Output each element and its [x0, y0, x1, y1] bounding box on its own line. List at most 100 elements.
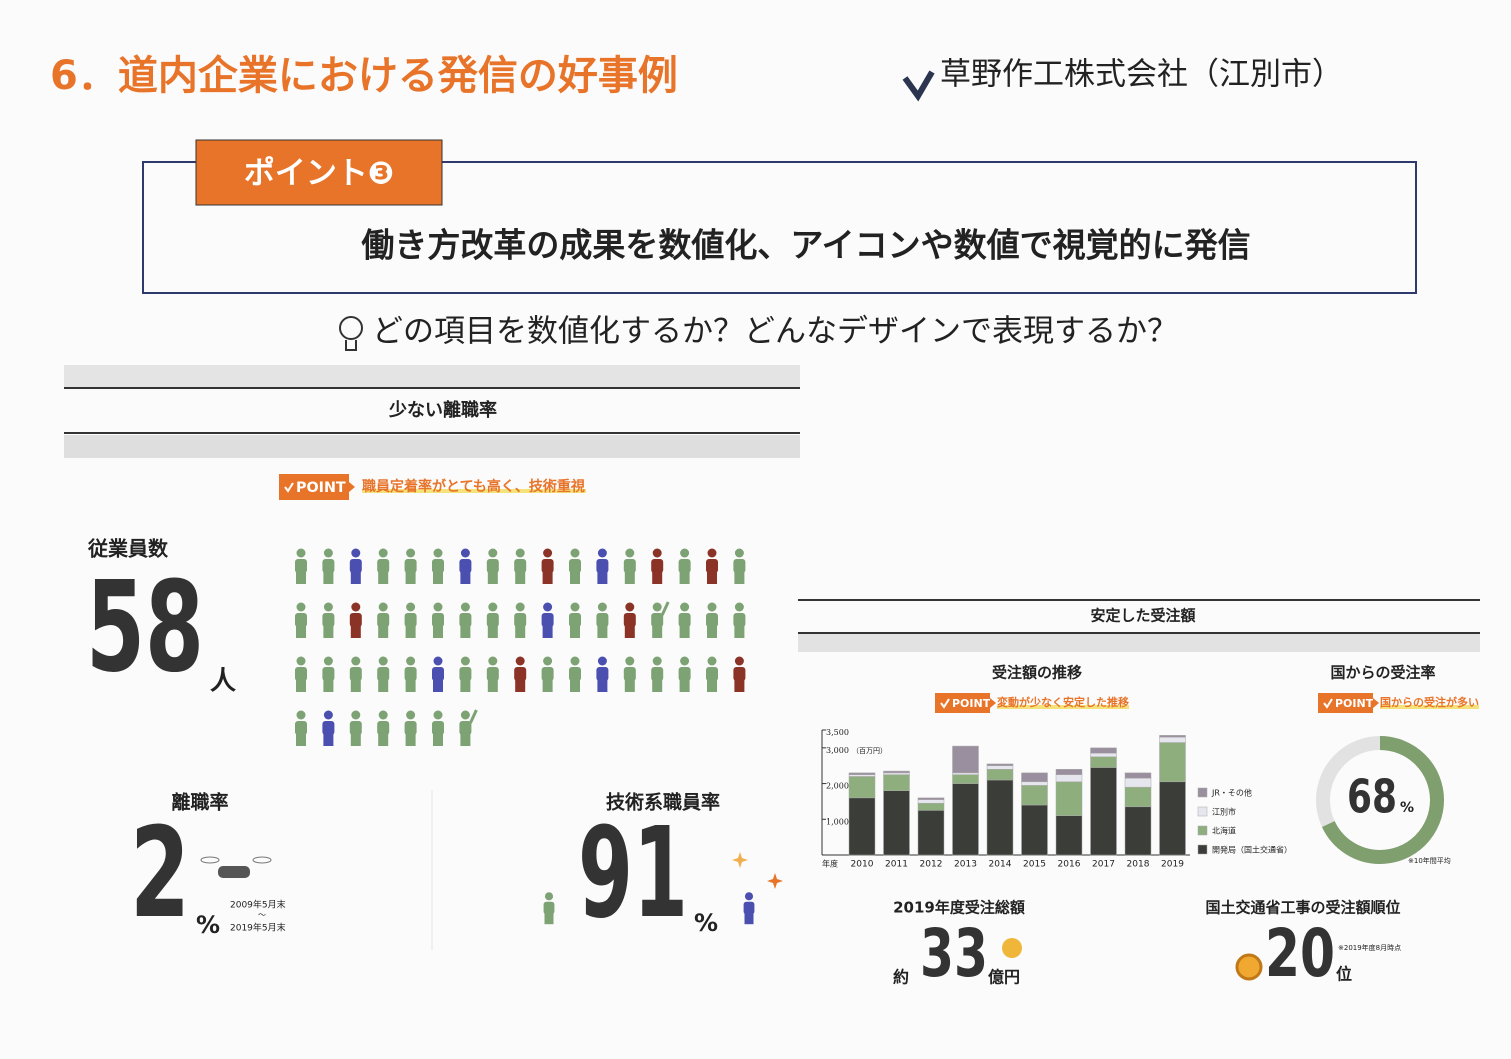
body	[432, 667, 444, 681]
bar-segment	[917, 810, 945, 856]
body	[541, 667, 554, 681]
body	[733, 559, 746, 573]
body	[459, 613, 472, 627]
body	[404, 559, 417, 573]
unit: 位	[1336, 965, 1352, 984]
person-icon	[432, 656, 444, 692]
bar-segment	[848, 774, 876, 777]
head	[544, 892, 554, 901]
head	[323, 548, 333, 558]
person-icon	[377, 602, 390, 638]
bar-segment	[917, 802, 945, 811]
person-icon	[486, 656, 499, 692]
bar-segment	[1124, 786, 1152, 808]
legs	[323, 680, 334, 692]
head	[652, 656, 662, 666]
head	[680, 548, 690, 558]
body	[706, 667, 718, 681]
legs	[734, 680, 745, 692]
point-badge	[195, 139, 443, 206]
head	[378, 656, 388, 666]
person-icon	[486, 602, 499, 638]
legend-label: 開発局（国土交通省）	[1212, 845, 1292, 855]
legs	[487, 626, 498, 638]
head	[680, 656, 690, 666]
person-icon	[706, 548, 718, 584]
body	[486, 667, 499, 681]
head	[570, 602, 580, 612]
body	[404, 667, 417, 681]
head	[460, 602, 470, 612]
head	[744, 892, 754, 901]
legs	[515, 680, 526, 692]
point-tag-text: POINT	[296, 480, 346, 496]
big-number: 20	[1265, 915, 1335, 992]
tag-check	[284, 482, 294, 493]
person-icon	[706, 602, 718, 638]
label: 技術系職員率	[606, 791, 720, 814]
body	[651, 667, 664, 681]
body	[486, 559, 499, 573]
x-tick-label: 2012	[920, 860, 943, 870]
x-tick-label: 2014	[989, 860, 1012, 870]
y-tick-label: 1,000	[826, 817, 849, 826]
y-tick-label: 2,000	[826, 782, 849, 791]
question: どの項目を数値化するか？どんなデザインで表現するか？	[372, 314, 1178, 350]
legs	[296, 680, 306, 692]
body	[569, 667, 581, 681]
donut-arc	[1316, 736, 1444, 864]
head	[460, 656, 470, 666]
person-icon	[404, 548, 417, 584]
label: 離職率	[171, 791, 228, 814]
period: 〜	[258, 911, 266, 920]
body	[541, 559, 554, 573]
legs	[433, 626, 443, 638]
x-tick-label: 2017	[1092, 860, 1115, 870]
bar-segment	[848, 797, 876, 856]
person-icon	[295, 710, 307, 746]
legs	[350, 626, 361, 638]
head	[515, 656, 525, 666]
body	[432, 613, 444, 627]
head	[433, 602, 443, 612]
legs	[433, 680, 443, 692]
body	[295, 667, 307, 681]
head	[734, 602, 744, 612]
person-icon	[377, 656, 390, 692]
person-icon	[459, 656, 472, 692]
body	[295, 613, 307, 627]
person-icon	[623, 548, 636, 584]
drone-icon	[200, 856, 272, 878]
point-text: 職員定着率がとても高く、技術重視	[362, 478, 585, 495]
person-icon	[651, 601, 670, 638]
legs	[378, 572, 389, 584]
body	[543, 901, 555, 915]
person-icon	[596, 548, 609, 584]
rotor	[200, 856, 220, 864]
body	[322, 721, 335, 735]
body	[623, 613, 636, 627]
bar-segment	[1090, 752, 1117, 758]
head	[597, 656, 607, 666]
legs	[433, 734, 443, 746]
head	[680, 602, 690, 612]
body	[377, 613, 390, 627]
body	[541, 613, 554, 627]
body	[349, 721, 362, 735]
head	[323, 710, 333, 720]
person-icon	[743, 892, 755, 925]
bar-segment	[1055, 774, 1083, 783]
body	[459, 667, 472, 681]
body	[377, 721, 390, 735]
person-icon	[459, 548, 472, 584]
bar-segment	[1055, 769, 1083, 775]
person-icon	[596, 602, 609, 638]
x-label: 年度	[822, 859, 838, 869]
bar-segment	[952, 745, 979, 774]
legs	[378, 680, 389, 692]
person-icon	[349, 548, 362, 584]
body	[733, 613, 746, 627]
body	[706, 613, 718, 627]
band	[64, 435, 800, 458]
person-icon	[377, 548, 390, 584]
